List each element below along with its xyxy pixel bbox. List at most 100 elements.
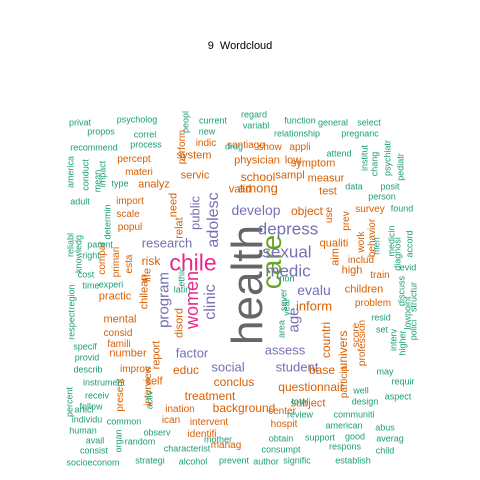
word-perform: perform <box>177 129 188 165</box>
word-describ: describ <box>73 364 103 375</box>
word-materi: materi <box>125 167 153 178</box>
word-men: men <box>371 237 382 255</box>
word-provid: provid <box>74 352 100 363</box>
word-conduct: conduct <box>80 159 91 191</box>
word-student: student <box>275 359 319 375</box>
word-american: american <box>325 420 363 431</box>
word-qualiti: qualiti <box>319 237 349 250</box>
word-characterist: characterist <box>163 443 211 454</box>
word-particip: particip <box>339 365 350 399</box>
word-base: base <box>308 363 336 377</box>
word-person: person <box>368 191 396 202</box>
word-type: type <box>111 178 129 189</box>
word-sexual: sexual <box>262 242 312 262</box>
word-obtain: obtain <box>268 433 294 444</box>
word-requir: requir <box>391 376 415 387</box>
word-primari: primari <box>111 246 122 278</box>
word-ican: ican <box>161 415 181 426</box>
word-adolesc: adolesc <box>205 192 222 248</box>
word-research: research <box>141 235 193 251</box>
word-famili: famili <box>107 339 131 350</box>
word-program: program <box>155 272 173 328</box>
word-object: object <box>290 204 324 218</box>
word-variabl: variabl <box>242 120 270 131</box>
word-center: center <box>268 406 296 417</box>
word-sampl: sampl <box>275 169 305 182</box>
word-background: background <box>212 401 276 415</box>
word-total: total <box>291 396 309 407</box>
word-adult: adult <box>70 196 90 207</box>
word-consid: consid <box>103 328 133 339</box>
word-popul: popul <box>117 222 143 233</box>
word-human: human <box>69 425 97 436</box>
word-psycholog: psycholog <box>116 114 158 125</box>
word-strategi: strategi <box>135 455 165 466</box>
word-percent: percent <box>64 386 75 418</box>
word-practic: practic <box>98 290 132 303</box>
word-america: america <box>65 155 76 189</box>
word-indic: indic <box>195 138 217 149</box>
word-subject: subject <box>290 397 326 410</box>
word-disord: disord <box>173 308 186 338</box>
word-may: may <box>376 366 394 377</box>
word-symptom: symptom <box>290 157 336 170</box>
word-reliabl: reliabl <box>65 232 76 258</box>
word-educ: educ <box>172 363 200 377</box>
word-score: score <box>351 322 362 348</box>
word-respect: respect <box>66 310 77 340</box>
word-recommend: recommend <box>70 142 118 153</box>
word-support: support <box>304 432 336 443</box>
word-measur: measur <box>307 172 345 185</box>
word-need: need <box>167 192 180 218</box>
word-valid: valid <box>228 183 252 196</box>
word-santiago: santiago <box>227 140 265 151</box>
word-common: common <box>106 416 142 427</box>
word-identifi: identifi <box>187 429 217 440</box>
word-review: review <box>286 409 314 420</box>
word-train: train <box>370 270 390 281</box>
word-averag: averag <box>376 433 404 444</box>
word-prev: prev <box>341 211 352 231</box>
word-among: among <box>238 180 278 196</box>
word-hospit: hospit <box>270 419 298 430</box>
word-cost: cost <box>77 269 95 280</box>
word-socioeconom: socioeconom <box>66 457 120 468</box>
word-scale: scale <box>116 209 140 220</box>
word-peopl: peopl <box>180 110 191 134</box>
word-aim: aim <box>329 248 342 266</box>
word-relationship: relationship <box>273 128 321 139</box>
word-observ: observ <box>143 427 171 438</box>
word-consist: consist <box>79 445 109 456</box>
word-follow: follow <box>79 401 103 412</box>
word-prevent: prevent <box>218 455 250 466</box>
word-pediatr: pediatr <box>395 153 406 181</box>
word-alcohol: alcohol <box>178 456 208 467</box>
word-attend: attend <box>326 148 352 159</box>
word-right: right <box>82 250 100 261</box>
word-survey: survey <box>355 204 385 215</box>
word-avail: avail <box>85 435 105 446</box>
word-non: non <box>279 273 295 284</box>
word-polici: polici <box>408 319 419 341</box>
word-import: import <box>116 196 144 207</box>
word-organ: organ <box>113 429 124 453</box>
word-determin: determin <box>102 204 113 240</box>
word-parent: parent <box>87 239 113 250</box>
word-experi: experi <box>98 279 124 290</box>
word-social: social <box>211 359 245 375</box>
word-consumpt: consumpt <box>261 444 301 455</box>
word-psychiatr: psychiatr <box>382 139 393 177</box>
word-test: test <box>319 185 337 198</box>
word-region: region <box>66 284 77 310</box>
word-set: set <box>375 324 389 335</box>
word-ination: ination <box>165 404 195 415</box>
word-clinic: clinic <box>202 284 219 320</box>
word-aspect: aspect <box>384 391 412 402</box>
word-evalu: evalu <box>297 282 331 298</box>
word-articl: articl <box>74 404 94 415</box>
word-self: self <box>145 375 163 388</box>
word-propos: propos <box>87 126 115 137</box>
word-resid: resid <box>371 312 391 323</box>
word-general: general <box>317 117 349 128</box>
